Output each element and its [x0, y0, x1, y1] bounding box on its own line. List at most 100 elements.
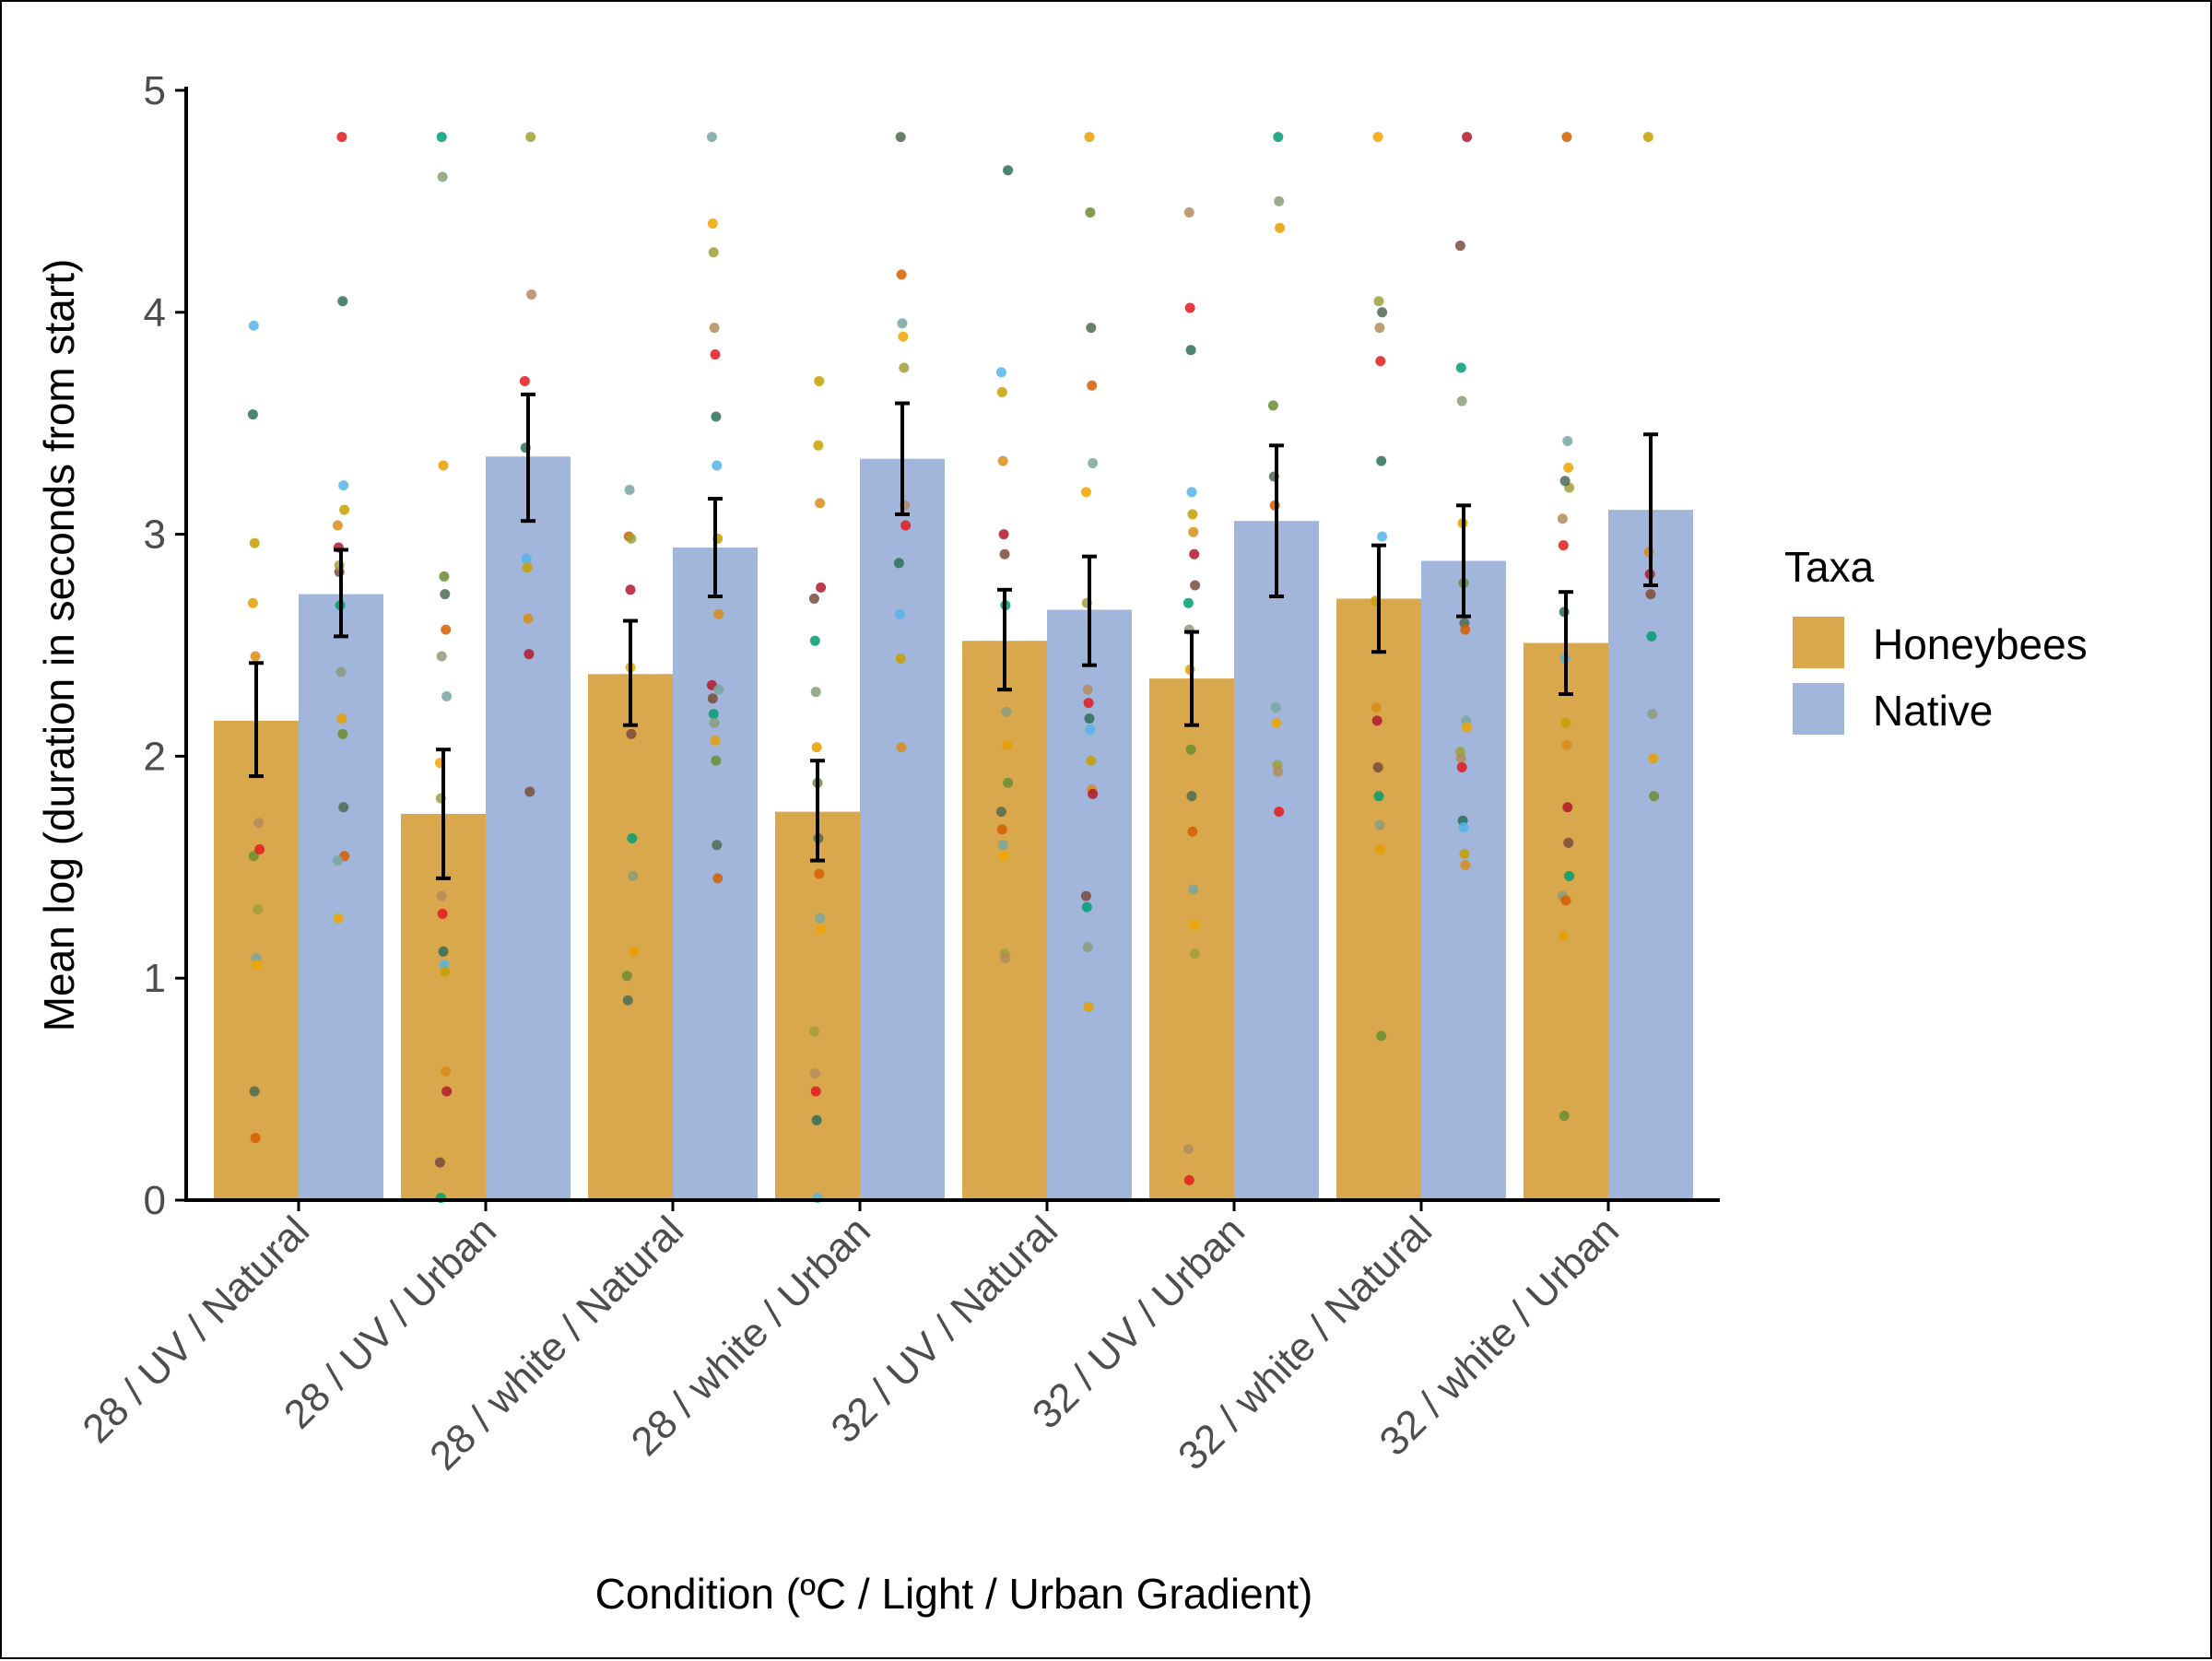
- data-point: [809, 635, 820, 646]
- data-point: [253, 818, 265, 829]
- data-point: [712, 840, 723, 851]
- data-point: [810, 687, 821, 698]
- y-tick-label: 0: [144, 1178, 166, 1223]
- data-point: [525, 132, 536, 143]
- data-point: [250, 651, 261, 662]
- data-point: [1188, 526, 1199, 537]
- data-point: [808, 593, 819, 604]
- legend-swatch-honeybees: [1793, 617, 1844, 668]
- data-point: [333, 913, 344, 924]
- data-point: [1462, 132, 1473, 143]
- legend-title: Taxa: [1784, 543, 1875, 591]
- data-point: [338, 802, 349, 813]
- data-point: [1460, 859, 1471, 870]
- axes-layer: [184, 87, 1720, 1202]
- bar-native-1: [486, 456, 571, 1200]
- bar-honeybees-7: [1524, 642, 1608, 1200]
- data-point: [707, 693, 718, 704]
- data-point: [815, 498, 826, 509]
- data-point: [523, 613, 534, 624]
- data-point: [626, 728, 637, 739]
- data-point: [1080, 890, 1091, 901]
- data-point: [1377, 531, 1388, 542]
- data-point: [895, 653, 906, 664]
- data-point: [1085, 206, 1096, 218]
- bar-native-5: [1234, 521, 1319, 1200]
- data-point: [1455, 362, 1466, 373]
- data-point: [1182, 1144, 1194, 1155]
- data-point: [1190, 948, 1201, 960]
- data-point: [1373, 791, 1384, 802]
- data-point: [625, 584, 636, 595]
- data-point: [439, 571, 450, 582]
- data-point: [899, 362, 910, 373]
- data-point: [996, 824, 1007, 835]
- data-point: [1083, 698, 1094, 709]
- data-point: [808, 1026, 819, 1037]
- data-point: [1082, 941, 1093, 952]
- data-point: [626, 533, 637, 544]
- data-point: [1563, 462, 1574, 473]
- data-point: [437, 908, 448, 919]
- bar-native-6: [1421, 560, 1506, 1200]
- data-point: [440, 589, 451, 600]
- data-point: [628, 870, 639, 881]
- data-point: [712, 873, 724, 884]
- data-point: [1372, 132, 1383, 143]
- data-point: [1649, 791, 1660, 802]
- data-point: [1003, 777, 1014, 788]
- data-point: [1456, 395, 1467, 406]
- data-point: [1274, 807, 1285, 818]
- data-point: [1458, 821, 1469, 832]
- data-point: [437, 171, 448, 183]
- data-point: [1002, 739, 1013, 750]
- data-point: [815, 913, 826, 924]
- data-point: [1189, 548, 1200, 560]
- data-point: [339, 504, 350, 515]
- data-point: [1003, 165, 1014, 176]
- data-point: [1182, 597, 1194, 608]
- data-point: [1561, 739, 1572, 750]
- data-point: [813, 440, 824, 451]
- data-point: [811, 742, 822, 753]
- data-point: [814, 868, 825, 879]
- data-point: [998, 851, 1009, 862]
- data-point: [706, 132, 717, 143]
- y-tick-label: 2: [144, 734, 166, 779]
- data-point: [441, 1086, 453, 1097]
- data-point: [710, 736, 721, 747]
- data-point: [814, 375, 825, 386]
- data-point: [1183, 206, 1194, 218]
- data-point: [1186, 487, 1197, 498]
- data-point: [247, 597, 258, 608]
- x-tick-label: 28 / UV / Natural: [74, 1207, 318, 1452]
- data-point: [249, 537, 260, 548]
- data-point: [1080, 487, 1091, 498]
- data-point: [809, 1068, 820, 1079]
- data-point: [622, 995, 633, 1006]
- bar-native-0: [299, 594, 383, 1200]
- data-point: [1377, 307, 1388, 318]
- bar-honeybees-5: [1149, 678, 1234, 1200]
- data-point: [997, 840, 1008, 851]
- data-point: [1560, 717, 1571, 728]
- data-point: [1374, 323, 1385, 334]
- data-point: [1183, 1174, 1194, 1185]
- data-point: [440, 966, 451, 977]
- data-point: [1371, 701, 1382, 713]
- data-point: [436, 651, 447, 662]
- data-point: [997, 455, 1008, 466]
- error-bars-layer: [249, 392, 1658, 880]
- legend-label-honeybees: Honeybees: [1873, 620, 2088, 668]
- data-point: [1376, 1031, 1387, 1042]
- data-point: [1274, 195, 1285, 206]
- y-tick-label: 4: [144, 290, 166, 336]
- data-point: [627, 832, 638, 843]
- data-point: [1647, 709, 1658, 720]
- legend: Taxa Honeybees Native: [1784, 543, 2088, 735]
- data-point: [894, 608, 905, 619]
- data-point: [624, 484, 635, 495]
- data-point: [1275, 222, 1286, 233]
- data-point: [436, 890, 447, 901]
